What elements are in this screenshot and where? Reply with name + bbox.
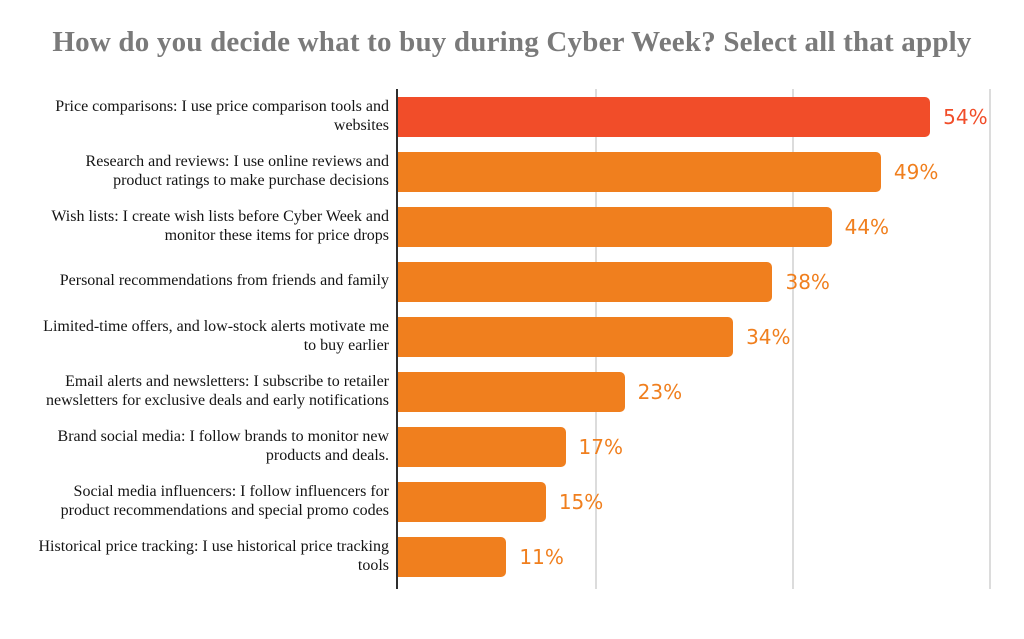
chart-title: How do you decide what to buy during Cyb… — [52, 26, 972, 58]
bar-row: 34% — [398, 309, 1009, 364]
value-label: 49% — [893, 159, 939, 184]
value-label: 17% — [578, 434, 623, 459]
value-label: 23% — [637, 379, 683, 404]
category-label: Historical price tracking: I use histori… — [38, 538, 389, 574]
bar — [398, 261, 773, 302]
bar-row: 23% — [398, 364, 1009, 419]
gridline — [792, 89, 795, 589]
chart-page: How do you decide what to buy during Cyb… — [0, 26, 1024, 639]
category-label: Price comparisons: I use price compariso… — [55, 98, 389, 134]
bar-row: 17% — [398, 419, 1009, 474]
category-label: Email alerts and newsletters: I subscrib… — [46, 373, 389, 409]
category-label: Research and reviews: I use online revie… — [85, 153, 389, 189]
bar-row: 15% — [398, 474, 1009, 529]
bar-row: 49% — [398, 144, 1009, 199]
bar — [398, 536, 507, 577]
bar — [398, 481, 546, 522]
category-label: Wish lists: I create wish lists before C… — [51, 208, 389, 244]
category-label: Limited-time offers, and low-stock alert… — [43, 318, 389, 354]
bar — [398, 316, 734, 357]
category-label: Social media influencers: I follow influ… — [60, 483, 389, 519]
category-label: Brand social media: I follow brands to m… — [57, 428, 389, 464]
gridline — [989, 89, 992, 589]
bar-row: 44% — [398, 199, 1009, 254]
bar-chart: Price comparisons: I use price compariso… — [0, 89, 1024, 589]
bar — [398, 426, 566, 467]
plot-area: 54% 49% 44% 38% 34% 23% 17% 15% 11% — [396, 89, 1009, 589]
bar — [398, 206, 832, 247]
bar-row: 11% — [398, 529, 1009, 584]
value-label: 11% — [519, 544, 564, 569]
bar-row: 38% — [398, 254, 1009, 309]
bar-rows: 54% 49% 44% 38% 34% 23% 17% 15% 11% — [398, 89, 1009, 584]
category-label: Personal recommendations from friends an… — [59, 272, 389, 290]
value-label: 44% — [844, 214, 890, 239]
bar — [398, 371, 625, 412]
bar-row: 54% — [398, 89, 1009, 144]
value-label: 15% — [558, 489, 604, 514]
bar — [398, 151, 881, 192]
bar — [398, 96, 931, 137]
value-label: 38% — [785, 269, 830, 294]
category-labels-column: Price comparisons: I use price compariso… — [0, 89, 396, 589]
value-label: 34% — [746, 324, 791, 349]
value-label: 54% — [943, 104, 988, 129]
